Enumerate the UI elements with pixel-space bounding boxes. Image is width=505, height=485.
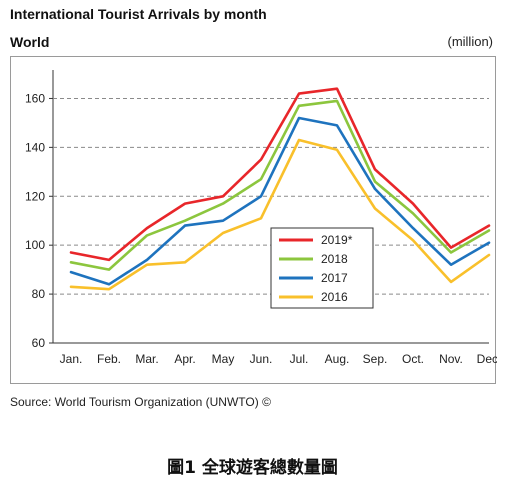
x-tick-label-oct: Oct. bbox=[402, 352, 424, 366]
x-tick-label-mar: Mar. bbox=[135, 352, 158, 366]
x-tick-label-apr: Apr. bbox=[174, 352, 195, 366]
series-line-2019 bbox=[69, 87, 491, 262]
y-tick-label-60: 60 bbox=[32, 336, 46, 350]
series-line-2017 bbox=[69, 116, 491, 286]
y-tick-label-100: 100 bbox=[25, 238, 45, 252]
y-tick-label-160: 160 bbox=[25, 91, 45, 105]
chart-title: International Tourist Arrivals by month bbox=[10, 6, 267, 22]
x-tick-label-feb: Feb. bbox=[97, 352, 121, 366]
x-tick-label-nov: Nov. bbox=[439, 352, 463, 366]
y-tick-label-120: 120 bbox=[25, 189, 45, 203]
x-tick-label-dec: Dec. bbox=[477, 352, 497, 366]
chart-frame: 60 80 100 120 140 160 Jan. Feb. Mar. Apr. May Jun. J… bbox=[10, 56, 497, 384]
line-chart: 60 80 100 120 140 160 Jan. Feb. Mar. Apr. May Jun. J… bbox=[25, 70, 497, 366]
x-tick-label-jan: Jan. bbox=[60, 352, 83, 366]
unit-label: (million) bbox=[447, 34, 494, 49]
legend-label-2017: 2017 bbox=[321, 271, 348, 285]
legend-label-2019: 2019* bbox=[321, 233, 353, 247]
x-tick-label-jun: Jun. bbox=[250, 352, 273, 366]
legend-label-2018: 2018 bbox=[321, 252, 348, 266]
x-tick-label-may: May bbox=[212, 352, 235, 366]
chart-subtitle: World bbox=[10, 34, 50, 50]
series-line-2018 bbox=[69, 99, 491, 271]
y-tick-label-80: 80 bbox=[32, 287, 46, 301]
source-note: Source: World Tourism Organization (UNWT… bbox=[10, 395, 271, 409]
legend-label-2016: 2016 bbox=[321, 290, 348, 304]
x-tick-label-sep: Sep. bbox=[363, 352, 388, 366]
x-tick-label-aug: Aug. bbox=[325, 352, 350, 366]
x-tick-label-jul: Jul. bbox=[290, 352, 309, 366]
figure-caption: 圖1 全球遊客總數量圖 bbox=[167, 458, 338, 478]
y-tick-label-140: 140 bbox=[25, 140, 45, 154]
series-line-2016 bbox=[69, 138, 491, 291]
